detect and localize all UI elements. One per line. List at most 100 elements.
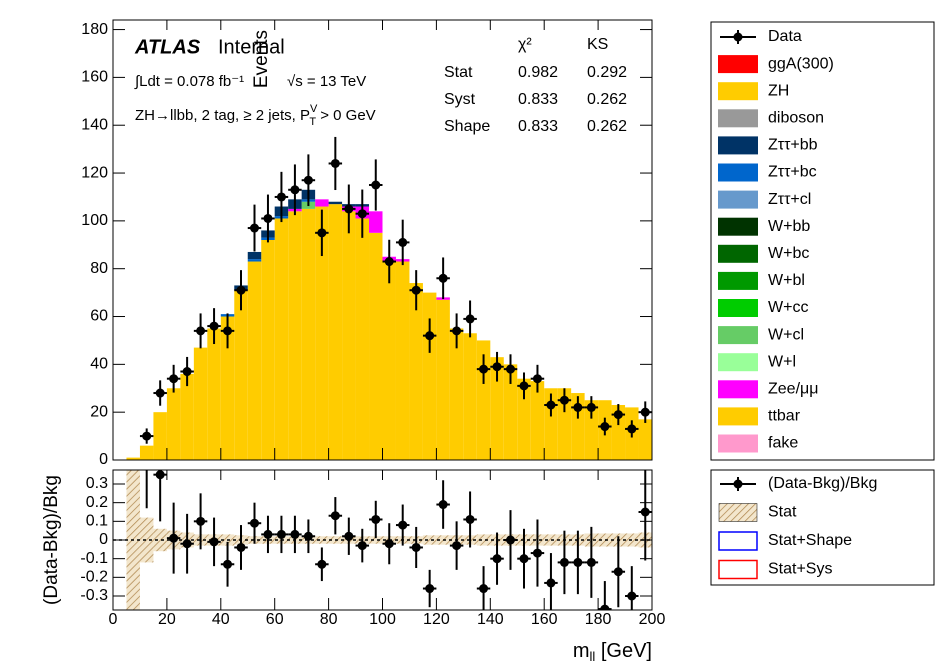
data-point [330, 511, 340, 521]
stat-band [598, 533, 612, 547]
region-sub: T [309, 116, 316, 128]
data-point [438, 500, 448, 510]
stats-header: χ² [518, 36, 532, 53]
legend-swatch [718, 190, 758, 209]
data-point [573, 402, 583, 412]
data-point [155, 470, 165, 480]
x-tick-label: 0 [109, 611, 118, 628]
data-point [627, 424, 637, 434]
stack-bar [247, 251, 262, 260]
data-point [169, 374, 179, 384]
x-tick-label: 180 [585, 611, 612, 628]
y-tick-label: -0.1 [80, 550, 108, 567]
legend-label: Data [768, 28, 802, 45]
stack-bar [193, 347, 208, 460]
stack-bar [409, 283, 423, 460]
data-point [479, 364, 489, 374]
y-tick-label: 0.1 [86, 513, 108, 530]
legend-swatch [718, 407, 758, 426]
data-point [600, 422, 610, 432]
data-point [573, 557, 583, 567]
y-tick-label: 60 [90, 308, 108, 325]
stack-bar [328, 201, 343, 205]
data-point [155, 388, 165, 398]
legend-label: Zττ+cl [768, 191, 811, 208]
stack-bar [382, 261, 396, 460]
data-point [452, 541, 462, 551]
data-point [479, 584, 489, 594]
stack-bar [288, 211, 302, 460]
stack-bar [369, 211, 383, 233]
stack-bar [490, 357, 504, 460]
data-point [398, 237, 408, 247]
data-point [142, 431, 152, 441]
legend-label: Zττ+bc [768, 164, 817, 181]
data-point [209, 321, 219, 331]
data-point [344, 531, 354, 541]
stack-bar [126, 457, 140, 460]
y-tick-label: 80 [90, 260, 108, 277]
data-point [249, 223, 259, 233]
stack-bar [463, 333, 477, 460]
stack-bar [328, 204, 343, 460]
data-point [182, 539, 192, 549]
legend-label: W+cl [768, 326, 804, 343]
x-tick-label: 80 [320, 611, 338, 628]
y-tick-label: 0.2 [86, 494, 108, 511]
data-point [519, 554, 529, 564]
data-point [452, 326, 462, 336]
legend-label: W+bb [768, 218, 810, 235]
data-point [492, 554, 502, 564]
data-point [196, 516, 206, 526]
stack-bar [449, 328, 464, 460]
stack-bar [315, 199, 329, 207]
legend-swatch [718, 163, 758, 182]
data-point [142, 410, 151, 419]
data-point [344, 204, 354, 214]
stack-bar [166, 388, 181, 460]
x-label-main: m [573, 640, 590, 662]
data-point [357, 541, 367, 551]
region-label: ZH→llbb, 2 tag, ≥ 2 jets, PV T > 0 GeV [135, 103, 376, 128]
legend-marker [733, 479, 743, 489]
data-point [613, 567, 623, 577]
stats-value: 0.833 [518, 91, 558, 108]
ratio-frame [112, 469, 653, 611]
data-point [438, 273, 448, 283]
stack-bar [153, 412, 167, 460]
data-point [627, 591, 637, 601]
stat-band [369, 536, 383, 544]
stat-band [315, 536, 329, 544]
legend-label: ZH [768, 82, 789, 99]
x-tick-label: 100 [369, 611, 396, 628]
y-tick-label: 20 [90, 403, 108, 420]
legend-swatch [718, 531, 758, 551]
y-tick-label: 0 [99, 451, 108, 468]
y-tick-label: 180 [81, 21, 108, 38]
energy-label: √s = 13 TeV [287, 73, 366, 90]
stack-bar [584, 400, 599, 460]
legend-label: fake [768, 435, 798, 452]
y-tick-label: 0.3 [86, 475, 108, 492]
stat-band [476, 534, 491, 546]
data-point [317, 559, 327, 569]
stack-bar [315, 206, 329, 460]
data-point [559, 395, 569, 405]
stack-bar [369, 232, 383, 460]
stack-bar [139, 445, 154, 460]
data-point [586, 402, 596, 412]
stats-value: 0.262 [587, 118, 627, 135]
stats-row-label: Syst [444, 91, 476, 108]
x-tick-label: 60 [266, 611, 284, 628]
stats-row-label: Shape [444, 118, 490, 135]
main-frame [112, 19, 653, 461]
data-point [223, 559, 233, 569]
x-tick-label: 40 [212, 611, 230, 628]
y-axis-label: Events [251, 30, 272, 88]
y-tick-label: 0 [99, 531, 108, 548]
x-tick-label: 20 [158, 611, 176, 628]
region-sup: V [310, 103, 318, 115]
data-point [371, 180, 381, 190]
data-point [290, 185, 300, 195]
